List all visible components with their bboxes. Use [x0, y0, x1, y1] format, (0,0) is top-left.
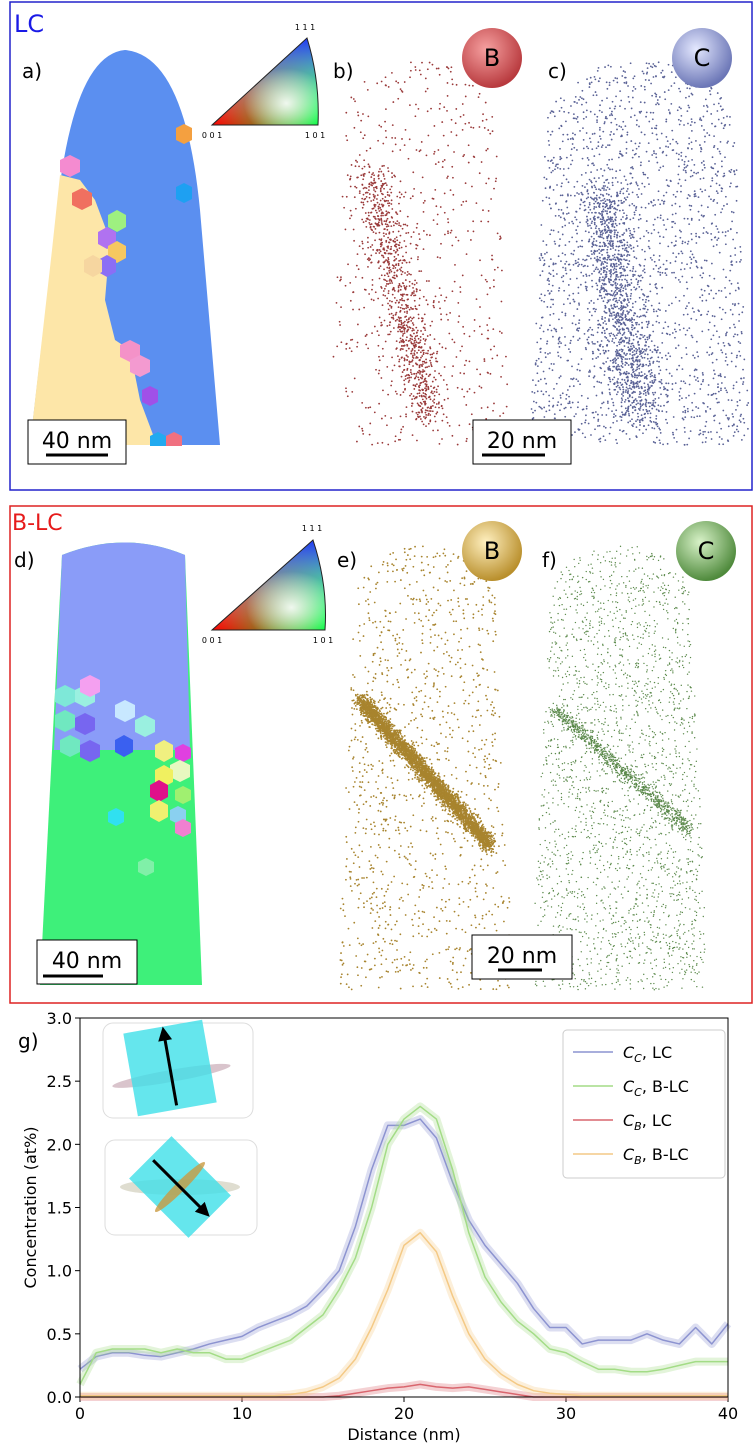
- badge-label: C: [694, 44, 711, 72]
- ipf-label: 1 1 1: [302, 524, 322, 533]
- legend-label: CC, B-LC: [623, 1077, 689, 1099]
- badge-label: C: [698, 537, 715, 565]
- y-tick-label: 0.0: [47, 1388, 72, 1407]
- panel-label: e): [337, 548, 357, 572]
- group-label: B-LC: [12, 511, 63, 536]
- y-axis-label: Concentration (at%): [21, 1126, 40, 1288]
- legend-label: CB, B-LC: [623, 1145, 689, 1167]
- scale-bar-label: 40 nm: [42, 429, 112, 454]
- atom-map-c: [530, 61, 749, 445]
- badge-label: B: [484, 537, 500, 565]
- ipf-label: 1 0 1: [305, 131, 325, 140]
- panel-label: d): [14, 548, 35, 572]
- scale-bar-label: 20 nm: [487, 944, 557, 969]
- legend-label: CC, LC: [623, 1043, 672, 1065]
- y-tick-label: 3.0: [47, 1009, 72, 1028]
- scale-bar-label: 40 nm: [52, 949, 122, 974]
- panel-label: b): [333, 59, 354, 83]
- x-tick-label: 40: [718, 1404, 738, 1423]
- y-tick-label: 1.0: [47, 1262, 72, 1281]
- ipf-label: 0 0 1: [202, 131, 222, 140]
- x-tick-label: 20: [394, 1404, 414, 1423]
- ipf-legend: [212, 38, 318, 125]
- legend-label: CB, LC: [623, 1111, 672, 1133]
- ipf-label: 0 0 1: [202, 636, 222, 645]
- panel-label: f): [542, 548, 557, 572]
- ipf-legend: [212, 540, 326, 630]
- x-axis-label: Distance (nm): [347, 1425, 460, 1444]
- panel-label: c): [548, 59, 567, 83]
- atom-map-b: [339, 545, 510, 990]
- y-tick-label: 2.0: [47, 1135, 72, 1154]
- y-tick-label: 2.5: [47, 1072, 72, 1091]
- badge-label: B: [484, 44, 500, 72]
- atom-map-b: [333, 61, 510, 445]
- panel-label: g): [18, 1029, 39, 1053]
- ipf-label: 1 0 1: [313, 636, 333, 645]
- x-tick-label: 0: [75, 1404, 85, 1423]
- x-tick-label: 30: [556, 1404, 576, 1423]
- inset: [105, 1119, 257, 1255]
- y-tick-label: 0.5: [47, 1325, 72, 1344]
- scale-bar-label: 20 nm: [487, 429, 557, 454]
- atom-map-c: [534, 546, 705, 991]
- group-label: LC: [14, 10, 44, 38]
- x-tick-label: 10: [232, 1404, 252, 1423]
- ipf-label: 1 1 1: [295, 23, 315, 32]
- inset: [103, 1016, 253, 1120]
- y-tick-label: 1.5: [47, 1199, 72, 1218]
- panel-label: a): [22, 59, 42, 83]
